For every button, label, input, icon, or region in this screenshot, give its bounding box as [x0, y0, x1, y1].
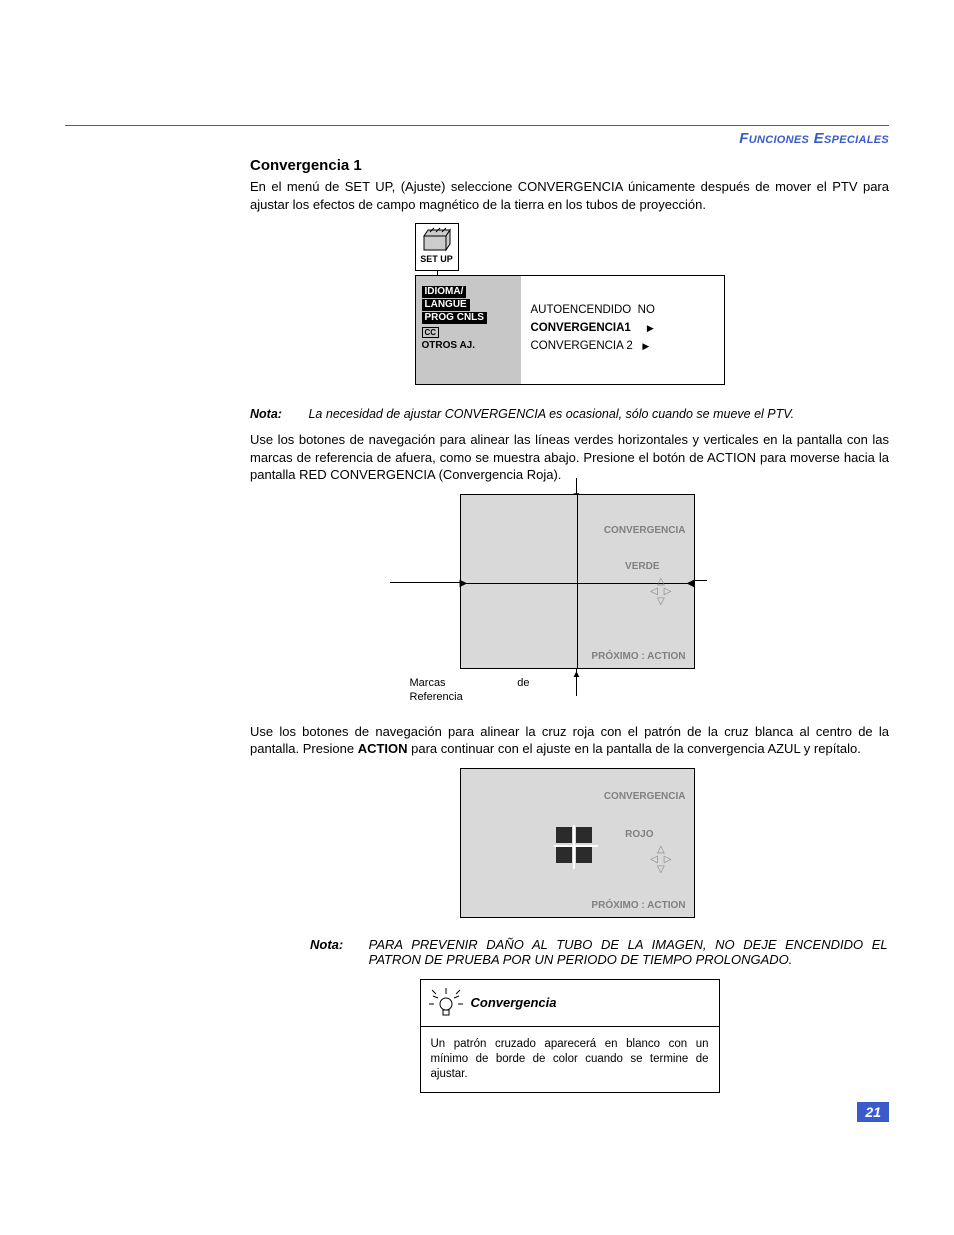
cross-pattern-icon [556, 827, 596, 867]
cross-v-line [577, 495, 578, 668]
paragraph-1: En el menú de SET UP, (Ajuste) seleccion… [250, 178, 889, 213]
menu-label: CONVERGENCIA 2 [531, 340, 633, 352]
content: Convergencia 1 En el menú de SET UP, (Aj… [250, 157, 889, 1093]
menu-value: NO [638, 304, 655, 316]
conv-title: CONVERGENCIA [604, 791, 686, 802]
setup-menu-diagram: SET UP IDIOMA/ LANGUE PROG CNLS CC OTROS… [415, 223, 725, 393]
left-arrow-icon: ◀ [687, 578, 695, 589]
menu-label: CONVERGENCIA1 [531, 322, 631, 334]
screen-box: CONVERGENCIA VERDE △ ◁▷ ▽ PRÓXIMO : ACTI… [460, 494, 695, 669]
up-arrow-icon: ▲ [572, 669, 582, 680]
nav-arrows-icon: △ ◁▷ ▽ [650, 577, 671, 607]
note-2: Nota: PARA PREVENIR DAÑO AL TUBO DE LA I… [310, 937, 889, 967]
setup-icon: SET UP [415, 223, 459, 271]
lightbulb-icon [429, 986, 463, 1020]
note-text: PARA PREVENIR DAÑO AL TUBO DE LA IMAGEN,… [369, 937, 888, 967]
note-1: Nota: La necesidad de ajustar CONVERGENC… [250, 407, 889, 421]
tip-body: Un patrón cruzado aparecerá en blanco co… [421, 1027, 719, 1092]
paragraph-2: Use los botones de navegación para aline… [250, 431, 889, 484]
page-number: 21 [857, 1102, 889, 1122]
down-arrow-icon: ▽ [650, 597, 671, 607]
tip-header: Convergencia [421, 980, 719, 1027]
right-arrow-icon: ▶ [642, 341, 649, 351]
nav-arrows-icon: △ ◁▷ ▽ [650, 845, 671, 875]
conv-color: VERDE [625, 561, 659, 572]
paragraph-3: Use los botones de navegación para aline… [250, 723, 889, 758]
conv-title: CONVERGENCIA [604, 525, 686, 536]
tip-box: Convergencia Un patrón cruzado aparecerá… [420, 979, 720, 1093]
down-arrow-icon: ▽ [650, 865, 671, 875]
action-word: ACTION [358, 741, 408, 756]
setup-body: IDIOMA/ LANGUE PROG CNLS CC OTROS AJ. AU… [415, 275, 725, 385]
text: para continuar con el ajuste en la panta… [408, 741, 861, 756]
menu-chip: LANGUE [422, 299, 470, 311]
menu-label: AUTOENCENDIDO [531, 304, 632, 316]
ref-mark-right [695, 580, 707, 581]
note-text: La necesidad de ajustar CONVERGENCIA es … [308, 407, 794, 421]
cc-chip: CC [422, 327, 440, 338]
menu-row: CONVERGENCIA1 ▶ [531, 320, 655, 338]
right-arrow-icon: ▶ [460, 578, 468, 589]
proximo-label: PRÓXIMO : ACTION [591, 651, 685, 662]
menu-chip: IDIOMA/ [422, 286, 467, 298]
tip-title: Convergencia [471, 995, 557, 1010]
marcas-label-1: Marcas de [410, 677, 530, 689]
section-heading: Convergencia 1 [250, 157, 889, 174]
right-arrow-icon: ▷ [664, 587, 672, 597]
page: Funciones Especiales Convergencia 1 En e… [0, 0, 954, 1157]
note-label: Nota: [310, 937, 365, 952]
note-label: Nota: [250, 407, 305, 421]
green-convergence-diagram: ▼ CONVERGENCIA VERDE △ ◁▷ ▽ PRÓXIMO : AC… [410, 494, 730, 709]
proximo-label: PRÓXIMO : ACTION [591, 900, 685, 911]
conv-color: ROJO [625, 829, 653, 840]
menu-row: CONVERGENCIA 2 ▶ [531, 338, 655, 356]
red-convergence-diagram: CONVERGENCIA ROJO △ ◁▷ ▽ PRÓXIMO : ACTIO… [410, 768, 730, 923]
ref-mark-left [390, 582, 460, 583]
menu-row: AUTOENCENDIDO NO [531, 302, 655, 320]
setup-right-col: AUTOENCENDIDO NO CONVERGENCIA1 ▶ CONVERG… [531, 302, 655, 355]
menu-item: OTROS AJ. [422, 340, 515, 351]
marcas-label-2: Referencia [410, 691, 463, 703]
right-arrow-icon: ▶ [647, 323, 654, 333]
page-header: Funciones Especiales [65, 130, 889, 147]
setup-left-col: IDIOMA/ LANGUE PROG CNLS CC OTROS AJ. [416, 276, 521, 384]
right-arrow-icon: ▷ [664, 855, 672, 865]
menu-chip: PROG CNLS [422, 312, 487, 324]
screen-box: CONVERGENCIA ROJO △ ◁▷ ▽ PRÓXIMO : ACTIO… [460, 768, 695, 918]
header-rule [65, 125, 889, 126]
setup-icon-label: SET UP [416, 254, 458, 264]
